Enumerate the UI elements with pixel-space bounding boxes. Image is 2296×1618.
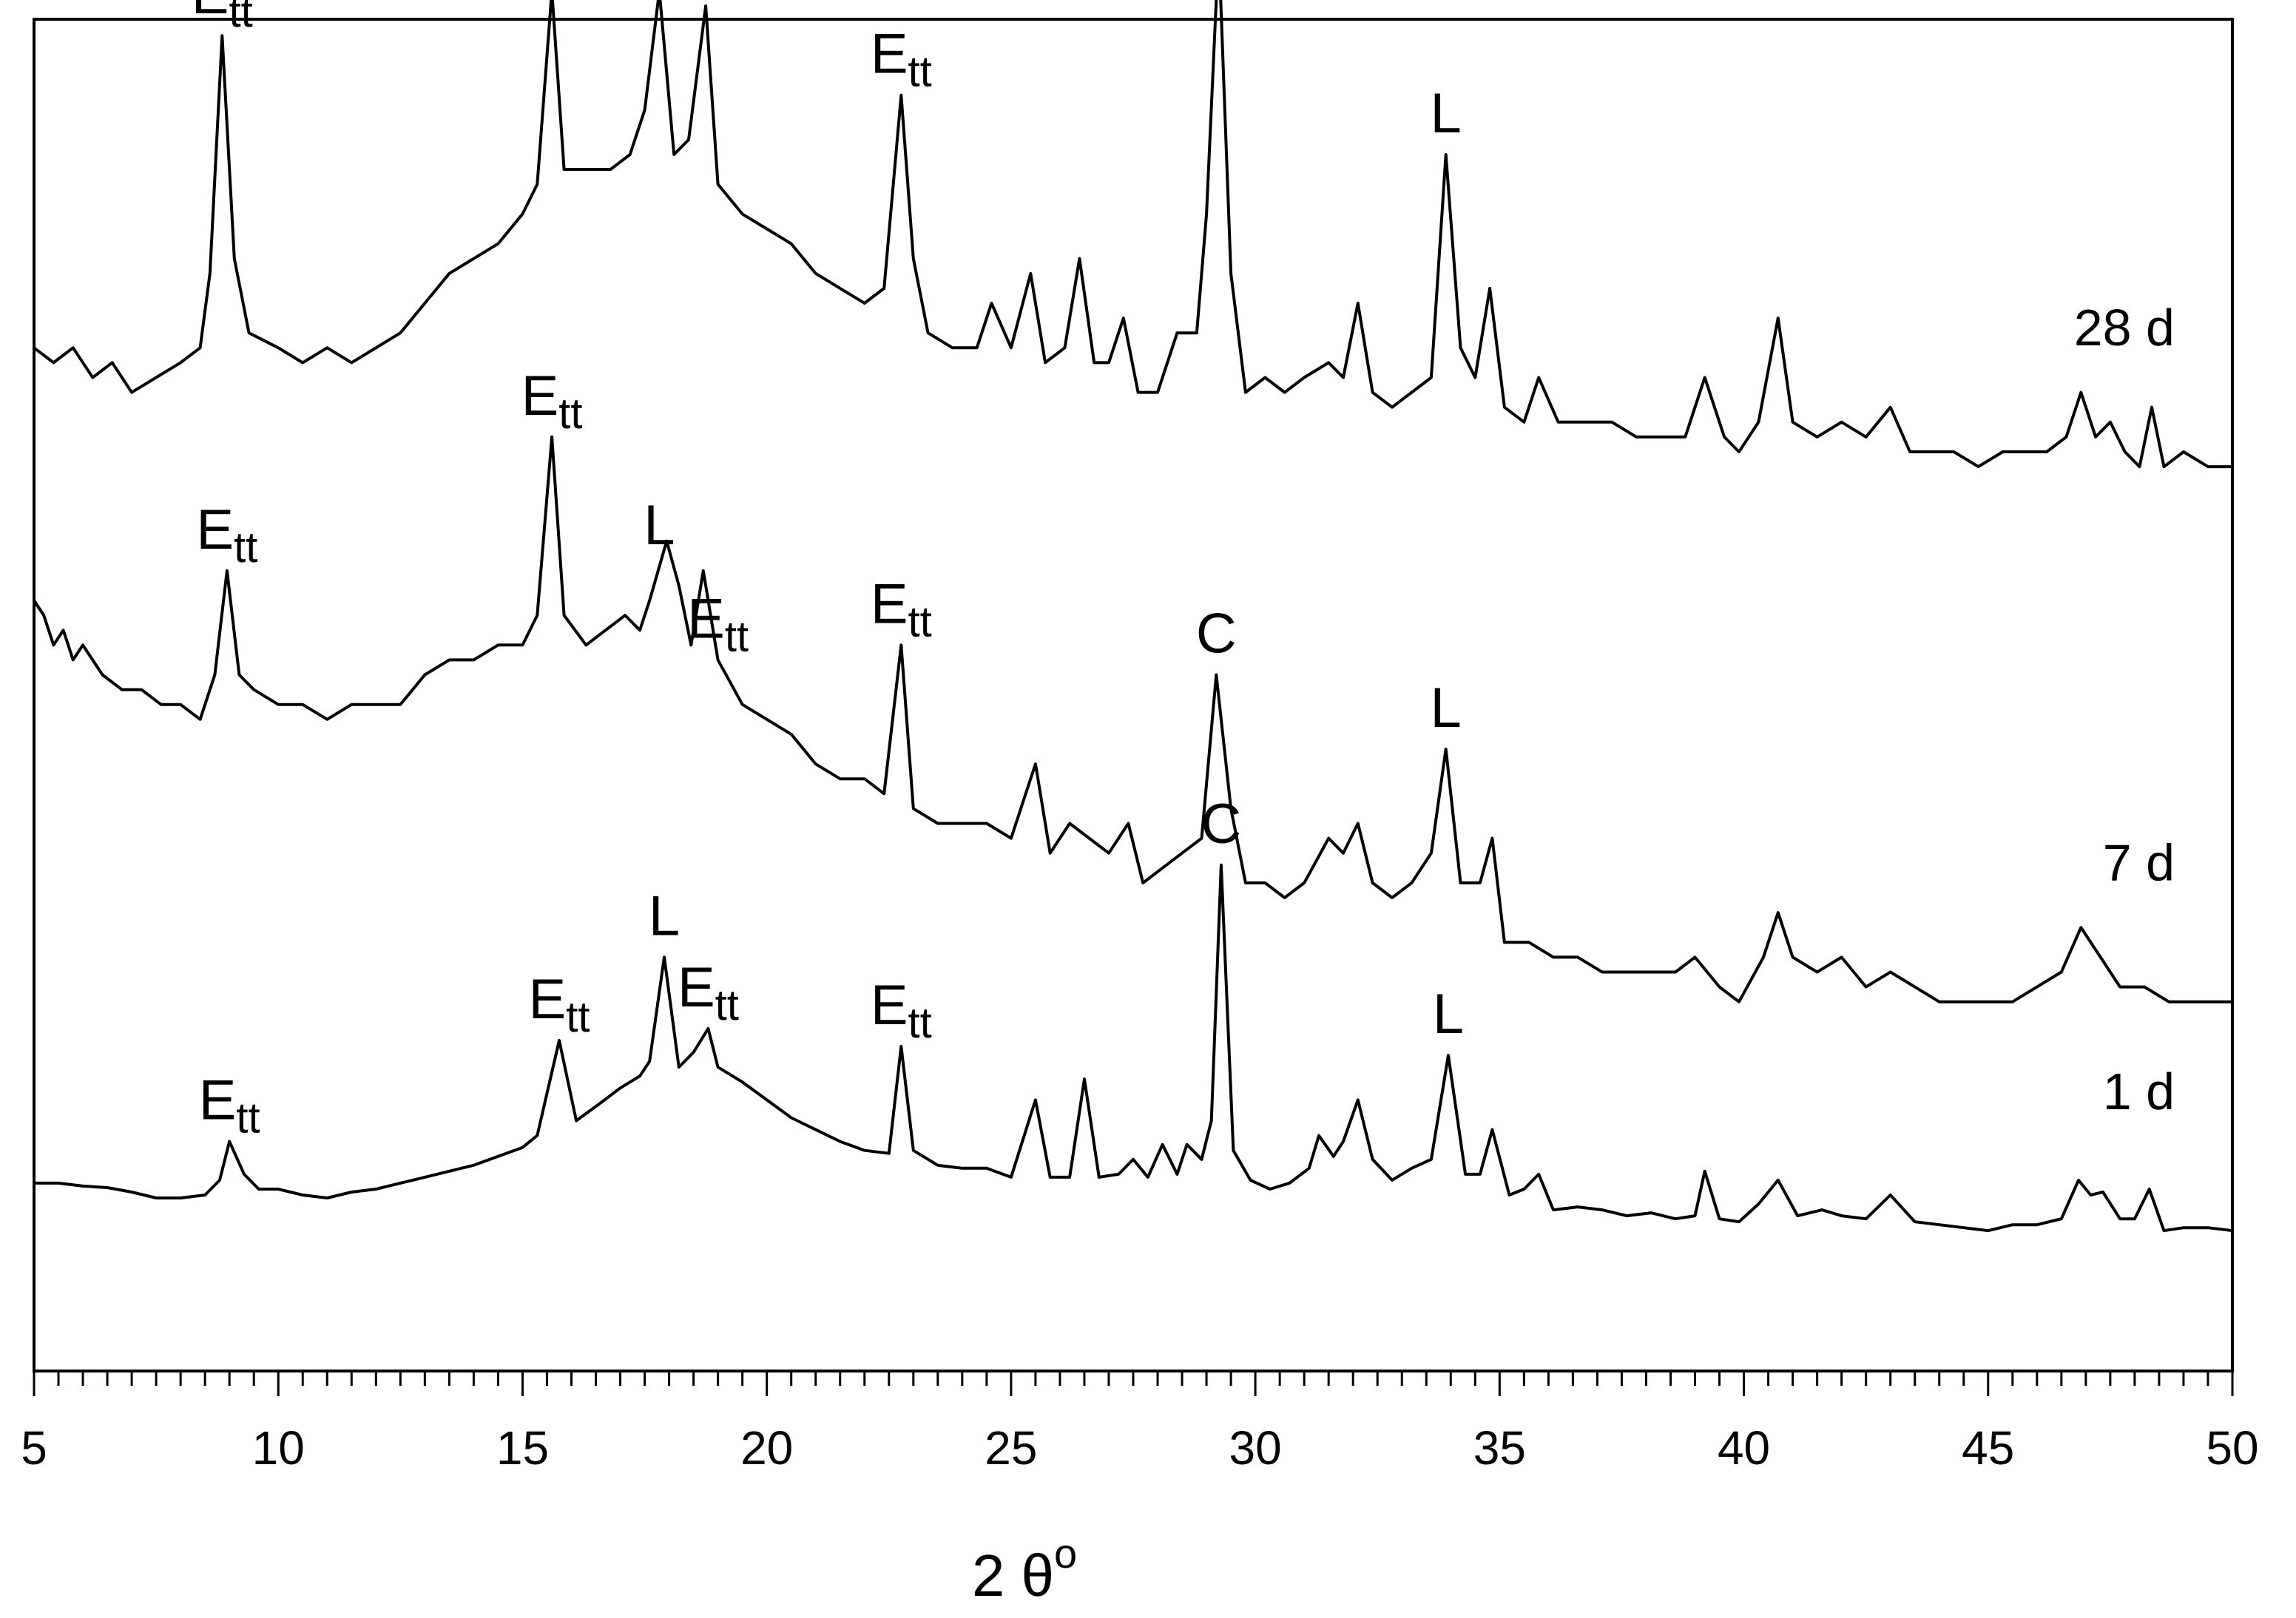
peak-label: Ett [192, 0, 253, 36]
peak-label: Ett [871, 974, 932, 1047]
series-line [34, 863, 2233, 1233]
series-labels: 28 d 7 d 1 d [2074, 299, 2175, 1120]
series-lines [33, 0, 2233, 1233]
x-tick-label: 25 [985, 1421, 1037, 1475]
x-tick-label: 30 [1229, 1421, 1282, 1475]
peak-label: Ett [529, 968, 590, 1041]
peak-annotations: EttEttLEttEttCLEttEttLEttEttCLEttEttLEtt… [192, 0, 1464, 1143]
x-tick-label: 50 [2206, 1421, 2258, 1475]
peak-label: L [1431, 82, 1462, 145]
peak-label: Ett [678, 956, 739, 1029]
x-tick-label: 35 [1473, 1421, 1526, 1475]
x-axis-title: 2 θo [972, 1530, 1077, 1608]
peak-label: Ett [871, 23, 932, 96]
series-label: 7 d [2103, 834, 2175, 892]
peak-label: Ett [196, 498, 257, 572]
x-tick-label: 10 [252, 1421, 305, 1475]
peak-label: Ett [687, 587, 749, 660]
x-tick-label: 20 [740, 1421, 793, 1475]
x-axis-ticks [33, 1371, 2234, 1396]
x-tick-label: 15 [496, 1421, 549, 1475]
x-tick-label: 45 [1962, 1421, 2014, 1475]
peak-label: C [1196, 603, 1237, 666]
x-tick-label: 40 [1718, 1421, 1770, 1475]
peak-label: L [644, 494, 675, 557]
x-axis-tick-labels: 5 10 15 20 25 30 35 40 45 50 [21, 1421, 2258, 1475]
x-tick-label: 5 [21, 1421, 47, 1475]
series-line [33, 435, 2232, 1003]
series-line [33, 0, 2232, 469]
plot-frame [33, 18, 2234, 1372]
x-axis-title-text: 2 θ [972, 1543, 1054, 1608]
x-axis-title-superscript: o [1054, 1530, 1077, 1577]
series-label: 1 d [2103, 1063, 2175, 1120]
peak-label: L [1431, 677, 1462, 739]
series-label: 28 d [2074, 299, 2175, 356]
peak-label: Ett [199, 1069, 260, 1143]
peak-label: L [1433, 983, 1464, 1046]
peak-label: L [649, 884, 680, 947]
peak-label: Ett [521, 365, 583, 438]
peak-label: Ett [675, 0, 737, 7]
peak-label: Ett [871, 572, 932, 646]
peak-label: C [1201, 793, 1241, 856]
